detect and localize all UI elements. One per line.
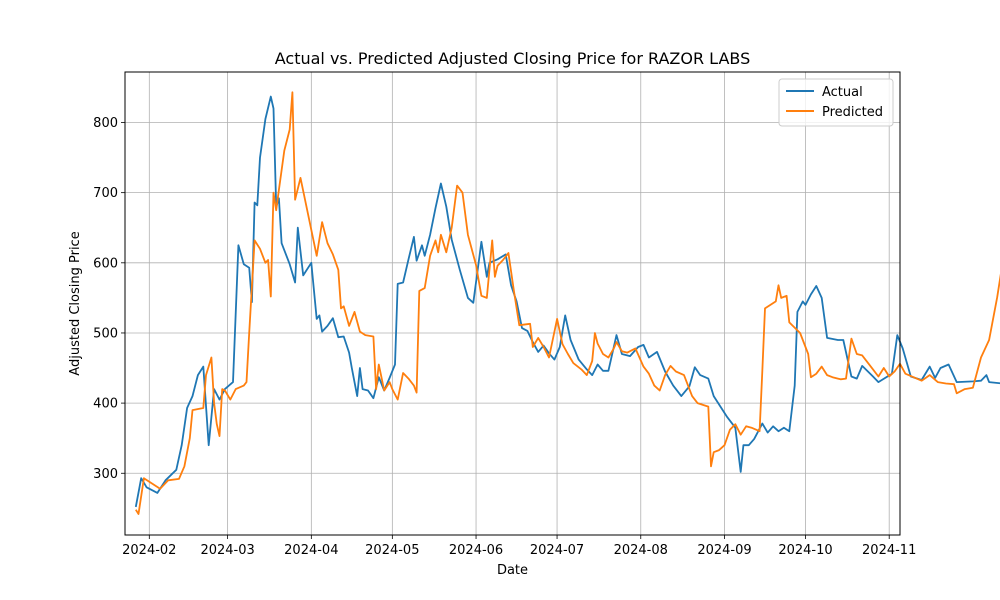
y-axis-label: Adjusted Closing Price (68, 231, 83, 375)
x-tick-label: 2024-11 (862, 543, 916, 558)
y-tick-label: 500 (93, 326, 118, 341)
x-tick-label: 2024-04 (284, 543, 338, 558)
y-tick-label: 700 (93, 186, 118, 201)
x-tick-label: 2024-02 (122, 543, 176, 558)
series-lines (134, 91, 1000, 515)
x-tick-label: 2024-08 (614, 543, 668, 558)
chart-title: Actual vs. Predicted Adjusted Closing Pr… (275, 49, 751, 68)
y-tick-label: 300 (93, 467, 118, 482)
x-tick-label: 2024-06 (449, 543, 503, 558)
x-tick-label: 2024-05 (365, 543, 419, 558)
grid-lines (125, 72, 900, 535)
y-tick-label: 800 (93, 116, 118, 131)
x-tick-label: 2024-09 (697, 543, 751, 558)
y-tick-label: 600 (93, 256, 118, 271)
x-tick-label: 2024-03 (200, 543, 254, 558)
x-tick-label: 2024-07 (530, 543, 584, 558)
legend-label-predicted: Predicted (822, 105, 883, 120)
y-axis-ticks: 300 400 500 600 700 800 (93, 116, 125, 482)
series-line-predicted (135, 91, 1000, 515)
x-tick-label: 2024-10 (778, 543, 832, 558)
y-tick-label: 400 (93, 397, 118, 412)
x-axis-label: Date (497, 563, 528, 578)
legend-label-actual: Actual (822, 85, 863, 100)
legend: Actual Predicted (778, 78, 894, 127)
plot-area: 2024-02 2024-03 2024-04 2024-05 2024-06 2024-… (93, 71, 1000, 558)
x-axis-ticks: 2024-02 2024-03 2024-04 2024-05 2024-06 2024-… (122, 535, 916, 558)
